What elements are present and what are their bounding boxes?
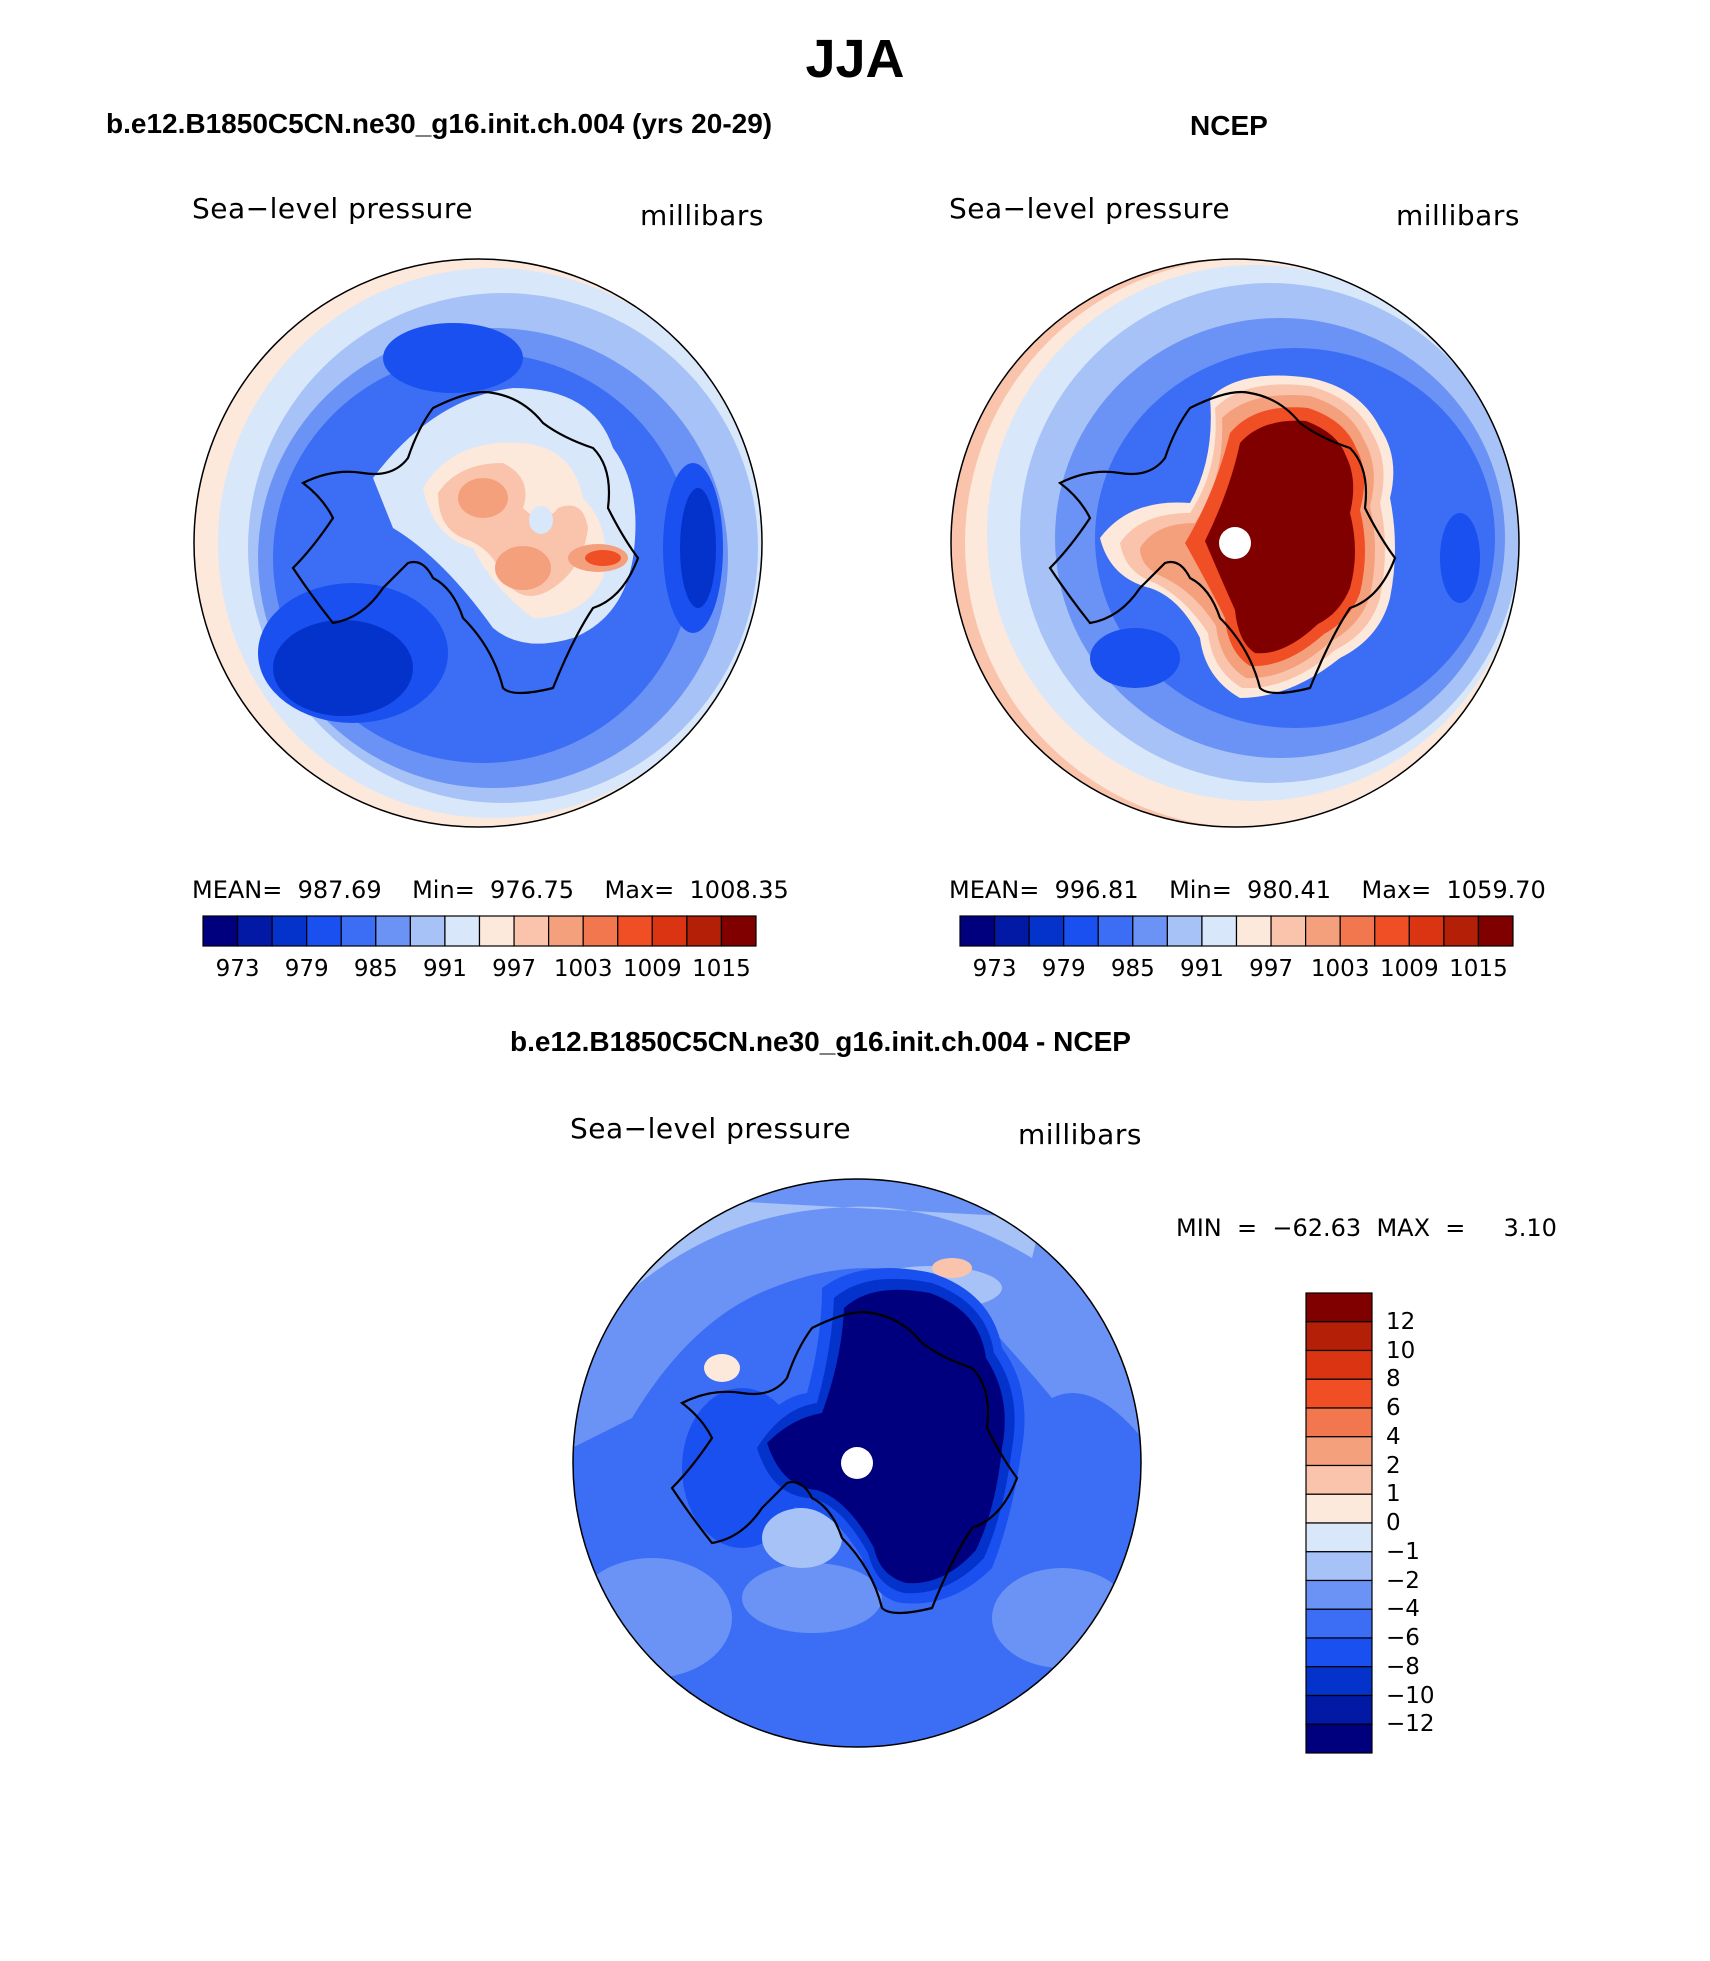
colorbar-swatch bbox=[1270, 915, 1307, 947]
colorbar-swatch bbox=[478, 915, 515, 947]
panel-ncep-title: NCEP bbox=[1190, 110, 1268, 141]
colorbar-tick-label: 1003 bbox=[553, 956, 613, 982]
panel-model-units-label: millibars bbox=[640, 199, 764, 232]
colorbar-swatch bbox=[236, 915, 273, 947]
colorbar-tick-label: 991 bbox=[1179, 956, 1224, 982]
colorbar-swatch bbox=[1235, 915, 1272, 947]
colorbar-swatch bbox=[409, 915, 446, 947]
colorbar-swatch bbox=[1305, 1378, 1373, 1409]
panel-diff-variable-label: Sea−level pressure bbox=[570, 1112, 852, 1145]
colorbar-tick-label: 1015 bbox=[1449, 956, 1508, 982]
colorbar-swatch bbox=[1477, 915, 1514, 947]
colorbar-tick-label: 979 bbox=[284, 956, 329, 982]
colorbar-swatch bbox=[513, 915, 550, 947]
colorbar-swatch bbox=[1305, 915, 1341, 947]
colorbar-tick-label: −12 bbox=[1386, 1711, 1435, 1738]
colorbar-swatch bbox=[1166, 915, 1203, 947]
panel-diff-title: b.e12.B1850C5CN.ne30_g16.init.ch.004 - N… bbox=[510, 1026, 1131, 1057]
colorbar-swatch bbox=[1339, 915, 1376, 947]
colorbar-tick-label: 2 bbox=[1386, 1452, 1401, 1479]
panel-ncep-colorbar bbox=[959, 915, 1514, 947]
colorbar-swatch bbox=[1305, 1522, 1373, 1553]
colorbar-swatch bbox=[1063, 915, 1099, 947]
colorbar-tick-label: 1015 bbox=[692, 956, 751, 982]
colorbar-tick-label: 997 bbox=[492, 956, 537, 982]
colorbar-swatch bbox=[1028, 915, 1065, 947]
panel-model-title: b.e12.B1850C5CN.ne30_g16.init.ch.004 (yr… bbox=[106, 108, 773, 139]
colorbar-swatch bbox=[1305, 1349, 1373, 1380]
colorbar-swatch bbox=[375, 915, 411, 947]
colorbar-swatch bbox=[202, 915, 239, 947]
colorbar-tick-label: 10 bbox=[1386, 1337, 1416, 1364]
colorbar-swatch bbox=[1305, 1579, 1373, 1610]
colorbar-tick-label: 985 bbox=[353, 956, 398, 982]
colorbar-swatch bbox=[720, 915, 757, 947]
colorbar-swatch bbox=[1305, 1723, 1373, 1754]
panel-model-stats: MEAN= 987.69 Min= 976.75 Max= 1008.35 bbox=[192, 876, 789, 904]
colorbar-tick-label: 8 bbox=[1386, 1366, 1401, 1393]
colorbar-swatch bbox=[340, 915, 377, 947]
colorbar-tick-label: 985 bbox=[1110, 956, 1155, 982]
colorbar-tick-label: 0 bbox=[1386, 1510, 1401, 1536]
colorbar-swatch bbox=[1305, 1464, 1373, 1495]
colorbar-swatch bbox=[1305, 1292, 1373, 1323]
colorbar-swatch bbox=[651, 915, 688, 947]
colorbar-swatch bbox=[1305, 1551, 1373, 1582]
colorbar-swatch bbox=[1132, 915, 1168, 947]
panel-ncep-units-label: millibars bbox=[1396, 199, 1520, 232]
panel-ncep-stats: MEAN= 996.81 Min= 980.41 Max= 1059.70 bbox=[949, 876, 1546, 904]
colorbar-swatch bbox=[617, 915, 653, 947]
panel-model-colorbar bbox=[202, 915, 757, 947]
colorbar-tick-label: −6 bbox=[1386, 1625, 1420, 1651]
colorbar-swatch bbox=[1374, 915, 1410, 947]
colorbar-swatch bbox=[686, 915, 723, 947]
colorbar-tick-label: 991 bbox=[422, 956, 467, 982]
colorbar-swatch bbox=[1305, 1694, 1373, 1725]
colorbar-swatch bbox=[1305, 1666, 1373, 1697]
colorbar-swatch bbox=[1201, 915, 1238, 947]
colorbar-swatch bbox=[1305, 1321, 1373, 1352]
colorbar-swatch bbox=[1305, 1436, 1373, 1467]
colorbar-swatch bbox=[548, 915, 584, 947]
colorbar-tick-label: 973 bbox=[972, 956, 1017, 982]
colorbar-swatch bbox=[582, 915, 619, 947]
colorbar-tick-label: −4 bbox=[1386, 1596, 1420, 1623]
colorbar-tick-label: 1 bbox=[1386, 1481, 1401, 1508]
colorbar-tick-label: 12 bbox=[1386, 1308, 1416, 1335]
colorbar-swatch bbox=[993, 915, 1030, 947]
colorbar-swatch bbox=[1408, 915, 1445, 947]
colorbar-tick-label: 1009 bbox=[623, 956, 682, 982]
panel-model-variable-label: Sea−level pressure bbox=[192, 192, 474, 225]
colorbar-swatch bbox=[1443, 915, 1480, 947]
colorbar-swatch bbox=[1305, 1493, 1373, 1524]
colorbar-tick-label: 6 bbox=[1386, 1395, 1401, 1421]
panel-diff-colorbar bbox=[1305, 1292, 1373, 1754]
colorbar-tick-label: −1 bbox=[1386, 1538, 1420, 1565]
colorbar-tick-label: −10 bbox=[1386, 1682, 1435, 1709]
panel-ncep-variable-label: Sea−level pressure bbox=[949, 192, 1231, 225]
colorbar-swatch bbox=[306, 915, 342, 947]
panel-diff-map bbox=[572, 1178, 1142, 1748]
figure-title: JJA bbox=[805, 29, 905, 89]
panel-diff-stats: MIN = −62.63 MAX = 3.10 bbox=[1176, 1214, 1557, 1242]
colorbar-swatch bbox=[444, 915, 481, 947]
colorbar-tick-label: 979 bbox=[1041, 956, 1086, 982]
colorbar-tick-label: −8 bbox=[1386, 1653, 1420, 1680]
colorbar-tick-label: 973 bbox=[215, 956, 260, 982]
colorbar-swatch bbox=[1097, 915, 1134, 947]
colorbar-swatch bbox=[271, 915, 308, 947]
colorbar-swatch bbox=[1305, 1637, 1373, 1668]
panel-diff-units-label: millibars bbox=[1018, 1118, 1142, 1151]
colorbar-swatch bbox=[1305, 1608, 1373, 1639]
colorbar-tick-label: 1003 bbox=[1310, 956, 1370, 982]
colorbar-tick-label: −2 bbox=[1386, 1567, 1420, 1594]
colorbar-swatch bbox=[959, 915, 996, 947]
colorbar-tick-label: 997 bbox=[1249, 956, 1294, 982]
panel-ncep-map bbox=[950, 258, 1520, 828]
colorbar-swatch bbox=[1305, 1407, 1373, 1438]
colorbar-tick-label: 1009 bbox=[1380, 956, 1439, 982]
panel-model-map bbox=[193, 258, 763, 828]
colorbar-tick-label: 4 bbox=[1386, 1423, 1401, 1450]
